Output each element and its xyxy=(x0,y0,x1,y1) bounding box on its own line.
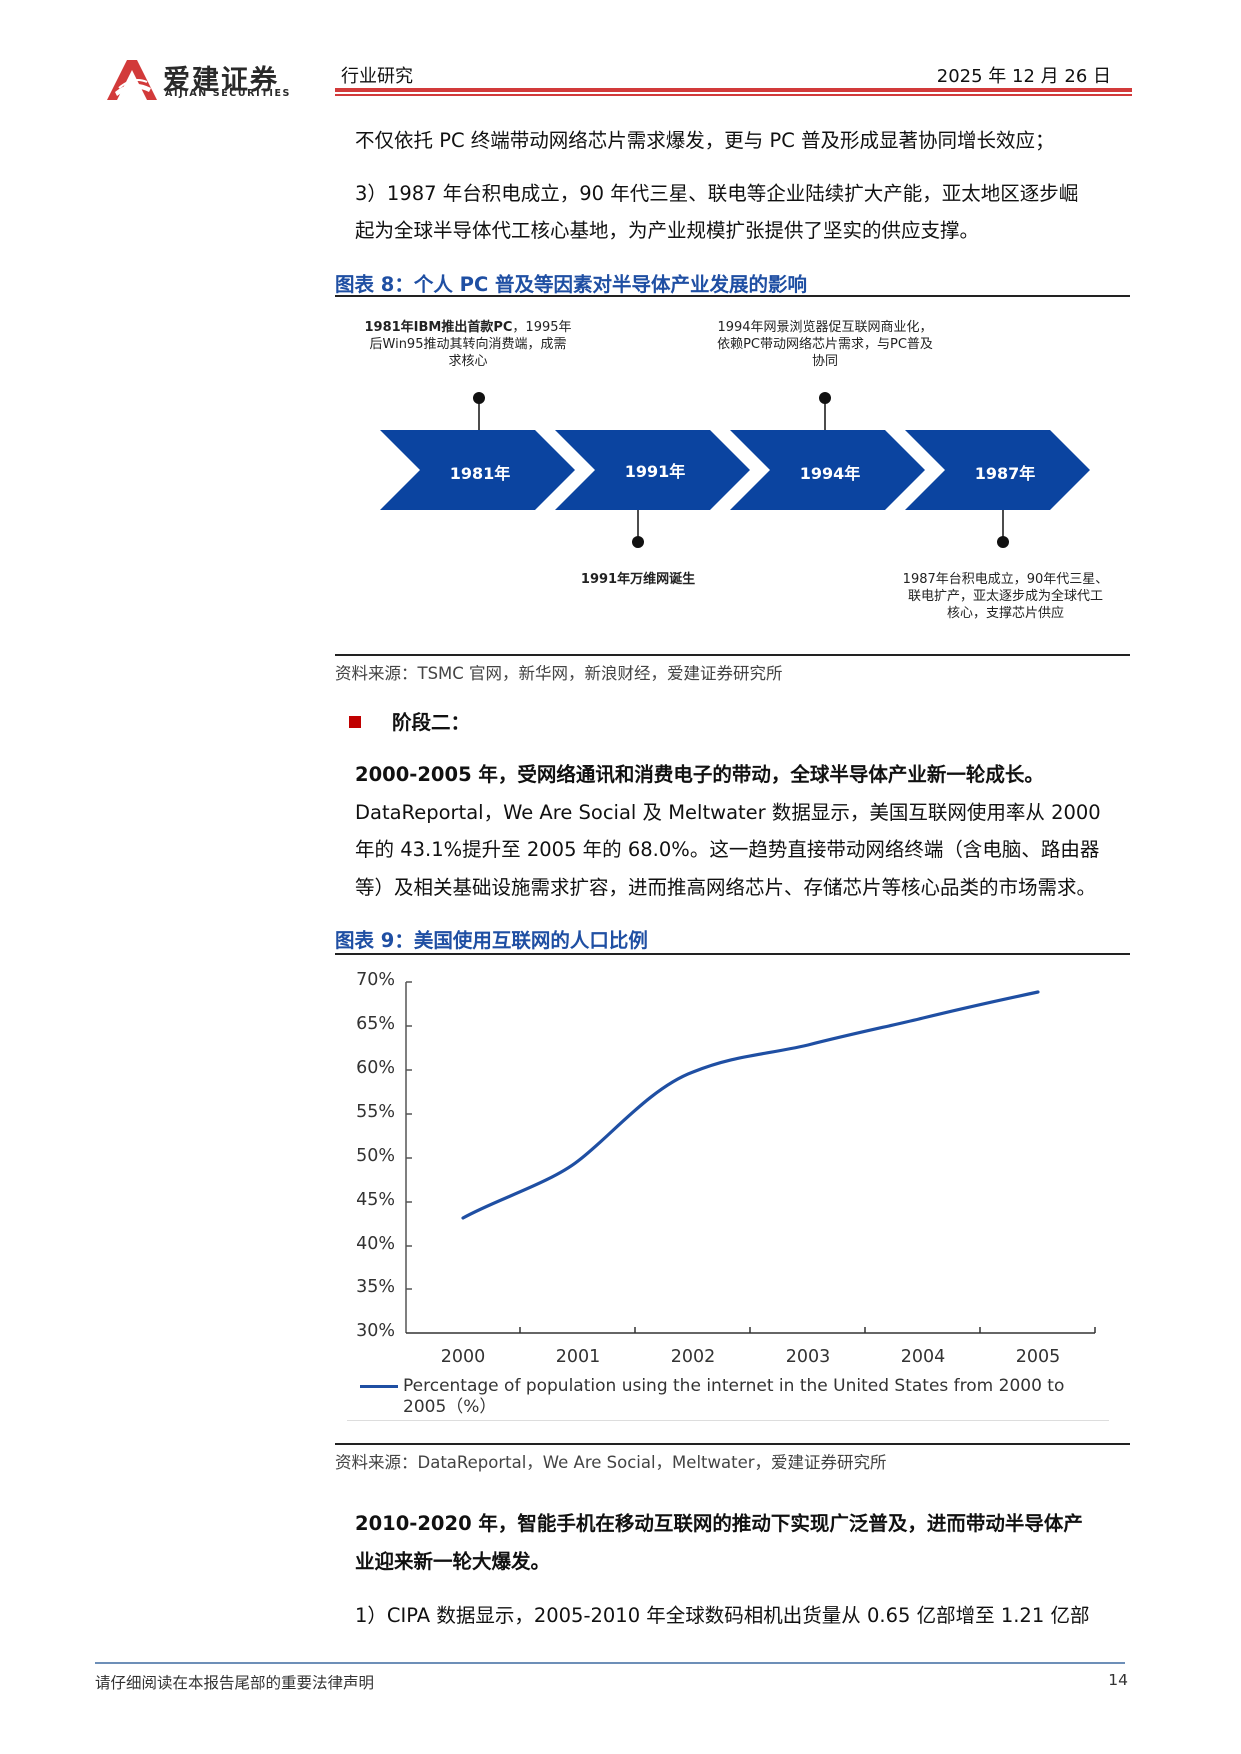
stage-label-1994: 1994年 xyxy=(799,464,861,483)
section-2-lead: 2000-2005 年，受网络通讯和消费电子的带动，全球半导体产业新一轮成长。 xyxy=(355,763,1044,786)
footer-disclaimer: 请仔细阅读在本报告尾部的重要法律声明 xyxy=(95,1674,375,1692)
x-tick-label: 2003 xyxy=(785,1347,831,1367)
section-2-heading: 阶段二： xyxy=(392,711,471,734)
stage-arrow-4 xyxy=(905,430,1090,510)
paragraph-pc-synergy: 不仅依托 PC 终端带动网络芯片需求爆发，更与 PC 普及形成显著协同增长效应； xyxy=(355,129,1055,152)
paragraph-tsmc-line2: 起为全球半导体代工核心基地，为产业规模扩张提供了坚实的供应支撑。 xyxy=(355,219,980,242)
figure-9-source: 资料来源：DataReportal，We Are Social，Meltwate… xyxy=(335,1453,887,1472)
x-tick-label: 2004 xyxy=(900,1347,946,1367)
timeline-connectors xyxy=(473,392,1009,548)
stage-arrow-3 xyxy=(730,430,925,510)
timeline-note-1991: 1991年万维网诞生 xyxy=(580,572,696,587)
page-header: 爱建证券 AIJIAN SECURITIES 行业研究 2025 年 12 月 … xyxy=(0,0,1241,100)
chart-plot-area xyxy=(405,981,1096,1334)
section-3-lead-line1: 2010-2020 年，智能手机在移动互联网的推动下实现广泛普及，进而带动半导体… xyxy=(355,1512,1083,1535)
y-tick-label: 70% xyxy=(356,970,395,990)
stage-arrow-1 xyxy=(380,430,575,510)
y-tick-label: 50% xyxy=(356,1146,395,1166)
figure-8-source: 资料来源：TSMC 官网，新华网，新浪财经，爱建证券研究所 xyxy=(335,664,783,683)
x-tick-label: 2002 xyxy=(670,1347,716,1367)
series-line xyxy=(461,990,1040,1220)
figure-8-bottom-rule xyxy=(335,654,1130,656)
stage-label-1991: 1991年 xyxy=(624,462,686,481)
y-tick-label: 35% xyxy=(356,1277,395,1297)
stage-arrow-2 xyxy=(555,430,750,510)
header-rule-thin xyxy=(335,94,1132,96)
section-2-text-line1: DataReportal，We Are Social 及 Meltwater 数… xyxy=(355,801,1101,824)
chart-bottom-border xyxy=(347,1420,1109,1421)
y-tick-label: 55% xyxy=(356,1102,395,1122)
section-bullet-icon xyxy=(349,716,361,728)
x-tick-label: 2000 xyxy=(440,1347,486,1367)
logo-text-en: AIJIAN SECURITIES xyxy=(165,88,291,99)
report-category: 行业研究 xyxy=(341,66,413,87)
stage-label-1981: 1981年 xyxy=(449,464,511,483)
report-date: 2025 年 12 月 26 日 xyxy=(936,66,1111,87)
section-2-text-line2: 年的 43.1%提升至 2005 年的 68.0%。这一趋势直接带动网络终端（含… xyxy=(355,838,1100,861)
section-2-text-line3: 等）及相关基础设施需求扩容，进而推高网络芯片、存储芯片等核心品类的市场需求。 xyxy=(355,876,1097,899)
timeline-arrows xyxy=(380,430,1090,510)
timeline-note-1994: 1994年网景浏览器促互联网商业化， 依赖PC带动网络芯片需求，与PC普及 协同 xyxy=(717,320,933,369)
y-tick-label: 60% xyxy=(356,1058,395,1078)
timeline-diagram: 1981年IBM推出首款PC，1995年 后Win95推动其转向消费端，成需 求… xyxy=(335,300,1130,655)
footer-rule xyxy=(95,1662,1125,1664)
section-3-lead-line2: 业迎来新一轮大爆发。 xyxy=(355,1550,551,1573)
figure-8-title: 图表 8：个人 PC 普及等因素对半导体产业发展的影响 xyxy=(335,273,808,296)
figure-9-bottom-rule xyxy=(335,1443,1130,1445)
aijian-logo-icon xyxy=(107,60,157,100)
x-tick-label: 2001 xyxy=(555,1347,601,1367)
timeline-note-1987: 1987年台积电成立，90年代三星、 联电扩产，亚太逐步成为全球代工 核心，支撑… xyxy=(902,572,1109,621)
legend-label: Percentage of population using the inter… xyxy=(403,1376,1065,1417)
figure-8-top-rule xyxy=(335,295,1130,297)
section-3-text-line1: 1）CIPA 数据显示，2005-2010 年全球数码相机出货量从 0.65 亿… xyxy=(355,1604,1090,1627)
x-tick-label: 2005 xyxy=(1015,1347,1061,1367)
figure-9-title: 图表 9：美国使用互联网的人口比例 xyxy=(335,929,648,952)
line-chart: 70% 65% 60% 55% 50% 45% 40% 35% 30% xyxy=(335,955,1130,1425)
logo-text-cn: 爱建证券 xyxy=(163,65,279,96)
stage-label-1987: 1987年 xyxy=(974,464,1036,483)
figure-9-top-rule xyxy=(335,953,1130,955)
y-tick-label: 30% xyxy=(356,1321,395,1341)
timeline-note-1981: 1981年IBM推出首款PC，1995年 后Win95推动其转向消费端，成需 求… xyxy=(364,320,572,369)
legend-line-swatch xyxy=(360,1385,398,1388)
y-tick-label: 65% xyxy=(356,1014,395,1034)
paragraph-tsmc-line1: 3）1987 年台积电成立，90 年代三星、联电等企业陆续扩大产能，亚太地区逐步… xyxy=(355,182,1079,205)
y-tick-label: 45% xyxy=(356,1190,395,1210)
header-rule-thick xyxy=(335,88,1132,92)
page-number: 14 xyxy=(1108,1671,1128,1689)
y-tick-label: 40% xyxy=(356,1234,395,1254)
